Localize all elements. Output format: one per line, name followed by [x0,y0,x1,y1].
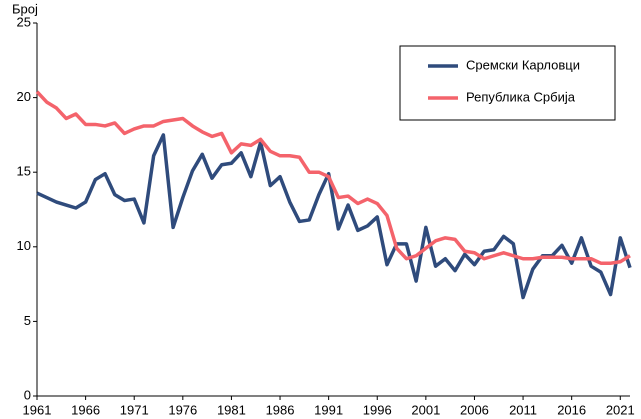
x-tick-label: 1991 [314,402,343,417]
series-line [36,133,632,300]
y-tick-label: 15 [17,164,31,179]
x-tick-label: 2011 [509,402,537,417]
x-tick-label: 2006 [460,402,489,417]
legend-box [399,45,616,121]
y-tick-label: 20 [17,89,31,104]
x-tick-label: 2001 [411,402,440,417]
x-tick-label: 1961 [23,402,52,417]
y-tick-label: 0 [24,387,31,402]
y-axis-label: Број [12,1,38,16]
x-tick-label: 2016 [557,402,586,417]
y-tick-label: 10 [17,238,31,253]
x-tick-label: 1986 [266,402,295,417]
x-tick-label: 1976 [168,402,197,417]
x-tick-label: 2021 [606,402,635,417]
x-tick-label: 1981 [217,402,246,417]
legend-label: Република Србија [466,89,576,104]
x-tick-label: 1971 [120,402,149,417]
legend-label: Сремски Карловци [466,57,580,72]
y-tick-label: 25 [17,14,31,29]
series-line [35,90,631,265]
y-tick-label: 5 [24,313,31,328]
x-tick-label: 1996 [363,402,392,417]
x-tick-label: 1966 [71,402,100,417]
